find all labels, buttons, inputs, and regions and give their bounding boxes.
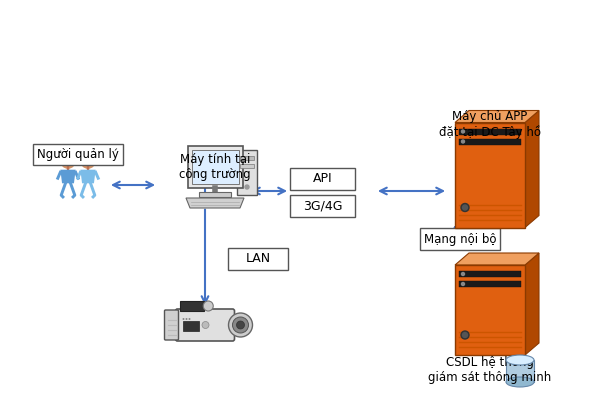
Circle shape — [245, 185, 249, 189]
Text: API: API — [313, 173, 332, 185]
Circle shape — [183, 318, 185, 320]
Circle shape — [232, 317, 249, 333]
Polygon shape — [525, 253, 539, 355]
FancyBboxPatch shape — [240, 156, 254, 160]
FancyBboxPatch shape — [459, 271, 521, 277]
Circle shape — [462, 205, 468, 210]
Polygon shape — [455, 253, 539, 265]
FancyBboxPatch shape — [188, 146, 243, 188]
Text: 3G/4G: 3G/4G — [302, 200, 342, 213]
FancyBboxPatch shape — [175, 309, 235, 341]
FancyBboxPatch shape — [459, 128, 521, 134]
Circle shape — [462, 130, 465, 133]
Text: Mạng nội bộ: Mạng nội bộ — [424, 232, 496, 245]
FancyBboxPatch shape — [455, 265, 525, 355]
FancyBboxPatch shape — [455, 122, 525, 228]
FancyBboxPatch shape — [240, 164, 254, 168]
Circle shape — [203, 301, 213, 311]
FancyBboxPatch shape — [459, 139, 521, 145]
FancyBboxPatch shape — [237, 150, 257, 195]
Text: Máy chủ APP
đặt tại DC Tây hồ: Máy chủ APP đặt tại DC Tây hồ — [439, 110, 541, 139]
Circle shape — [202, 322, 209, 328]
FancyBboxPatch shape — [290, 195, 355, 217]
Circle shape — [462, 273, 465, 275]
Text: Người quản lý: Người quản lý — [37, 148, 119, 161]
Polygon shape — [186, 198, 244, 208]
Polygon shape — [455, 111, 539, 122]
Circle shape — [189, 318, 191, 320]
Circle shape — [229, 313, 252, 337]
Circle shape — [237, 321, 244, 329]
FancyBboxPatch shape — [290, 168, 355, 190]
FancyBboxPatch shape — [420, 228, 500, 250]
FancyBboxPatch shape — [192, 150, 238, 184]
Polygon shape — [80, 170, 96, 183]
FancyBboxPatch shape — [199, 192, 231, 197]
Polygon shape — [525, 111, 539, 228]
FancyBboxPatch shape — [506, 360, 534, 382]
Circle shape — [186, 318, 188, 320]
Circle shape — [462, 140, 465, 143]
Text: CSDL hệ thống
giám sát thông minh: CSDL hệ thống giám sát thông minh — [428, 355, 552, 384]
Circle shape — [462, 283, 465, 286]
Circle shape — [461, 203, 469, 211]
FancyBboxPatch shape — [459, 281, 521, 287]
Circle shape — [461, 331, 469, 339]
FancyBboxPatch shape — [165, 310, 178, 340]
Ellipse shape — [506, 355, 534, 365]
Text: Máy tính tại
công trường: Máy tính tại công trường — [179, 153, 251, 181]
Text: LAN: LAN — [246, 252, 270, 266]
FancyBboxPatch shape — [183, 321, 198, 331]
Ellipse shape — [506, 377, 534, 387]
Circle shape — [80, 153, 96, 169]
Circle shape — [462, 333, 468, 337]
Circle shape — [60, 153, 76, 169]
FancyBboxPatch shape — [180, 301, 204, 311]
Polygon shape — [60, 170, 76, 183]
FancyBboxPatch shape — [228, 248, 288, 270]
